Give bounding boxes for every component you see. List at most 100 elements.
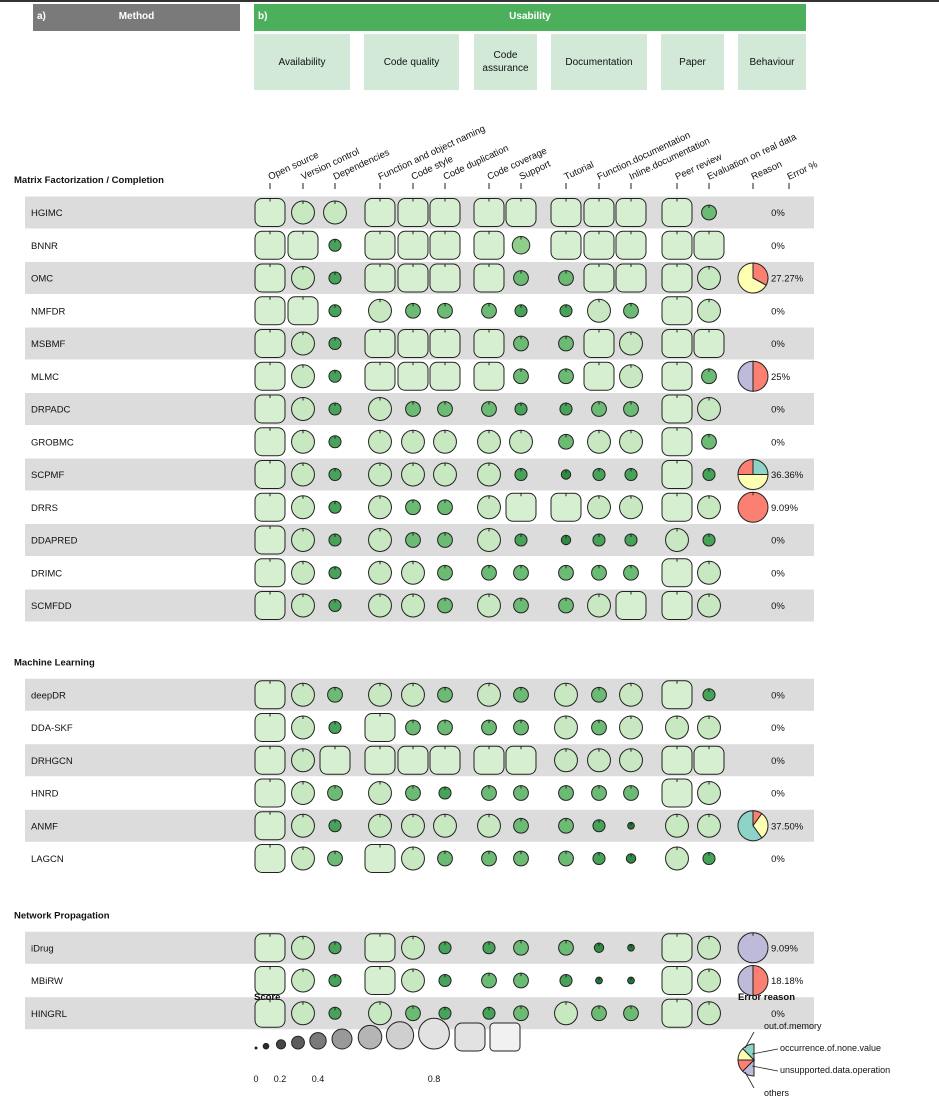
- score-glyph: [587, 593, 611, 618]
- score-glyph: [291, 200, 315, 225]
- score-glyph: [697, 935, 721, 960]
- usability-header: [254, 4, 806, 31]
- error-percent: 0%: [771, 601, 785, 612]
- error-percent: 0%: [771, 405, 785, 416]
- score-glyph: [477, 528, 501, 552]
- score-legend-circle: [418, 1017, 450, 1050]
- method-name: MBiRW: [31, 976, 63, 987]
- error-percent: 25%: [771, 372, 791, 383]
- score-glyph: [254, 329, 286, 358]
- method-name: OMC: [31, 274, 53, 285]
- group-behaviour: Behaviour: [738, 34, 806, 90]
- reason-pie-slice: [737, 491, 769, 523]
- score-glyph: [693, 230, 725, 260]
- score-legend-circle: [275, 1039, 287, 1050]
- method-name: SCMFDD: [31, 601, 72, 612]
- score-glyph: [619, 715, 643, 740]
- score-glyph: [477, 682, 501, 707]
- top-border: [0, 0, 939, 2]
- score-glyph: [619, 495, 643, 520]
- score-glyph: [429, 745, 461, 775]
- score-glyph: [291, 397, 315, 421]
- score-glyph: [397, 745, 429, 775]
- reason-legend-label: unsupported.data.operation: [780, 1065, 890, 1075]
- score-glyph: [661, 296, 693, 326]
- score-glyph: [583, 329, 615, 358]
- score-glyph: [554, 748, 578, 773]
- score-glyph: [368, 813, 392, 838]
- method-name: DRIMC: [31, 568, 62, 579]
- score-legend-square: [454, 1022, 486, 1052]
- reason-legend-label: out.of.memory: [764, 1021, 822, 1031]
- score-glyph: [368, 495, 392, 520]
- error-percent: 0%: [771, 339, 785, 350]
- score-glyph: [254, 427, 286, 457]
- score-glyph: [619, 429, 643, 454]
- method-name: BNNR: [31, 241, 58, 252]
- score-glyph: [401, 846, 425, 871]
- score-glyph: [323, 200, 347, 225]
- score-glyph: [254, 525, 286, 555]
- score-glyph: [254, 811, 286, 841]
- score-glyph: [291, 813, 315, 838]
- score-glyph: [619, 748, 643, 773]
- score-glyph: [473, 230, 505, 260]
- score-glyph: [619, 364, 643, 389]
- score-glyph: [287, 296, 319, 326]
- score-legend-circle: [331, 1028, 353, 1050]
- score-glyph: [661, 998, 693, 1028]
- method-name: iDrug: [31, 943, 54, 954]
- score-glyph: [661, 492, 693, 522]
- score-glyph: [397, 329, 429, 358]
- score-legend-tick: 0.2: [274, 1074, 287, 1084]
- score-glyph: [291, 495, 315, 520]
- score-glyph: [401, 560, 425, 585]
- error-percent: 0%: [771, 789, 785, 800]
- score-glyph: [697, 593, 721, 618]
- score-glyph: [368, 528, 392, 552]
- score-glyph: [368, 298, 392, 323]
- score-glyph: [433, 429, 457, 454]
- score-glyph: [397, 263, 429, 293]
- score-glyph: [291, 462, 315, 487]
- group-code-quality: Code quality: [364, 34, 459, 90]
- column-label: Reason: [750, 159, 784, 183]
- error-percent: 0%: [771, 568, 785, 579]
- method-name: HINGRL: [31, 1009, 67, 1020]
- method-name: ANMF: [31, 821, 58, 832]
- method-name: DDAPRED: [31, 536, 78, 547]
- error-percent: 0%: [771, 854, 785, 865]
- score-glyph: [254, 778, 286, 808]
- score-glyph: [364, 933, 396, 963]
- score-legend-circle: [357, 1024, 383, 1050]
- method-name: DRHGCN: [31, 756, 73, 767]
- category-title: Machine Learning: [14, 657, 95, 668]
- score-glyph: [364, 329, 396, 358]
- score-glyph: [254, 844, 286, 873]
- error-percent: 18.18%: [771, 976, 804, 987]
- score-glyph: [364, 713, 396, 742]
- reason-pie-slice: [737, 474, 769, 490]
- score-glyph: [291, 781, 315, 805]
- score-glyph: [368, 462, 392, 487]
- score-glyph: [291, 266, 315, 290]
- error-percent: 36.36%: [771, 470, 804, 481]
- error-percent: 27.27%: [771, 274, 804, 285]
- score-glyph: [697, 715, 721, 740]
- error-percent: 0%: [771, 306, 785, 317]
- score-glyph: [401, 682, 425, 707]
- error-percent: 0%: [771, 437, 785, 448]
- reason-legend-leader: [744, 1031, 755, 1049]
- score-glyph: [397, 230, 429, 260]
- score-legend-circle: [385, 1021, 415, 1050]
- score-glyph: [550, 198, 582, 227]
- reason-pie-slice: [752, 964, 769, 997]
- score-glyph: [554, 715, 578, 740]
- score-glyph: [587, 748, 611, 773]
- score-glyph: [661, 745, 693, 775]
- score-legend-circle: [291, 1035, 305, 1050]
- reason-legend-title: Error reason: [738, 992, 795, 1003]
- score-glyph: [254, 558, 286, 588]
- score-glyph: [319, 745, 351, 775]
- reason-pie-slice: [752, 812, 769, 839]
